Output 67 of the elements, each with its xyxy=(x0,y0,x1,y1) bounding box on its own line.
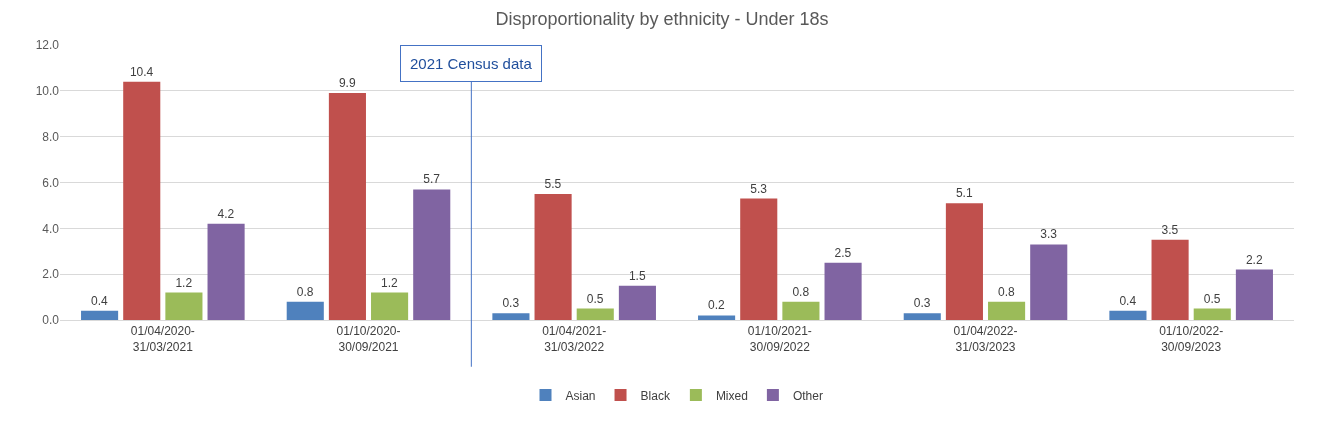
x-tick-label: 01/04/2021- 31/03/2022 xyxy=(542,324,607,354)
data-label: 1.5 xyxy=(628,268,646,283)
x-tick-label: 01/04/2022- 31/03/2023 xyxy=(953,324,1018,354)
bar xyxy=(492,313,530,320)
data-label: 0.5 xyxy=(1203,291,1221,306)
data-label: 10.4 xyxy=(129,64,154,79)
bar xyxy=(371,292,409,320)
y-tick-label: 8.0 xyxy=(42,129,60,144)
data-label: 4.2 xyxy=(217,206,235,221)
data-label: 0.4 xyxy=(1119,293,1137,308)
bar xyxy=(945,203,983,320)
bar xyxy=(123,81,161,320)
data-label: 2.2 xyxy=(1245,252,1263,267)
bar xyxy=(165,292,203,320)
data-label: 1.2 xyxy=(381,275,399,290)
legend-label: Black xyxy=(640,388,671,403)
x-tick-label: 01/10/2022- 30/09/2023 xyxy=(1159,324,1224,354)
data-label: 0.3 xyxy=(913,296,931,311)
bar xyxy=(740,198,778,320)
legend-label: Other xyxy=(792,388,823,403)
data-label: 0.8 xyxy=(792,284,810,299)
data-label: 1.2 xyxy=(175,275,193,290)
data-label: 0.2 xyxy=(708,298,726,313)
x-tick-label: 01/04/2020- 31/03/2021 xyxy=(130,324,195,354)
data-label: 0.8 xyxy=(998,284,1016,299)
x-tick-label: 01/10/2020- 30/09/2021 xyxy=(336,324,401,354)
data-label: 2.5 xyxy=(834,245,852,260)
chart-title: Disproportionality by ethnicity - Under 18s xyxy=(495,9,829,30)
data-label: 3.5 xyxy=(1161,222,1179,237)
data-label: 0.5 xyxy=(586,291,604,306)
bar xyxy=(1193,308,1231,320)
bar xyxy=(576,308,614,320)
bar xyxy=(1151,239,1189,320)
y-tick-label: 6.0 xyxy=(42,175,60,190)
data-label: 5.7 xyxy=(423,172,441,187)
bar xyxy=(698,315,736,320)
ref-line-label: 2021 Census data xyxy=(410,55,533,72)
bar xyxy=(988,301,1026,320)
bar xyxy=(1109,310,1147,320)
bar xyxy=(328,93,366,320)
bar xyxy=(824,262,862,320)
data-label: 0.4 xyxy=(91,293,109,308)
bar xyxy=(413,189,451,320)
bar xyxy=(534,193,572,320)
y-tick-label: 2.0 xyxy=(42,267,60,282)
bar xyxy=(286,301,324,320)
data-label: 5.5 xyxy=(544,176,562,191)
legend-label: Mixed xyxy=(715,388,748,403)
y-tick-label: 0.0 xyxy=(42,313,60,328)
bar xyxy=(1235,269,1273,320)
y-tick-label: 10.0 xyxy=(35,84,60,99)
bar xyxy=(207,223,245,320)
y-tick-label: 4.0 xyxy=(42,221,60,236)
y-tick-label: 12.0 xyxy=(35,38,60,53)
x-tick-label: 01/10/2021- 30/09/2022 xyxy=(747,324,812,354)
data-label: 9.9 xyxy=(338,76,356,91)
bar xyxy=(1030,244,1068,320)
data-label: 3.3 xyxy=(1040,227,1058,242)
bar xyxy=(782,301,820,320)
bar xyxy=(618,285,656,320)
legend-label: Asian xyxy=(565,388,596,403)
data-label: 0.8 xyxy=(296,284,314,299)
data-label: 0.3 xyxy=(502,296,520,311)
bar xyxy=(903,313,941,320)
bar xyxy=(81,310,119,320)
data-label: 5.1 xyxy=(955,186,973,201)
data-label: 5.3 xyxy=(750,181,768,196)
